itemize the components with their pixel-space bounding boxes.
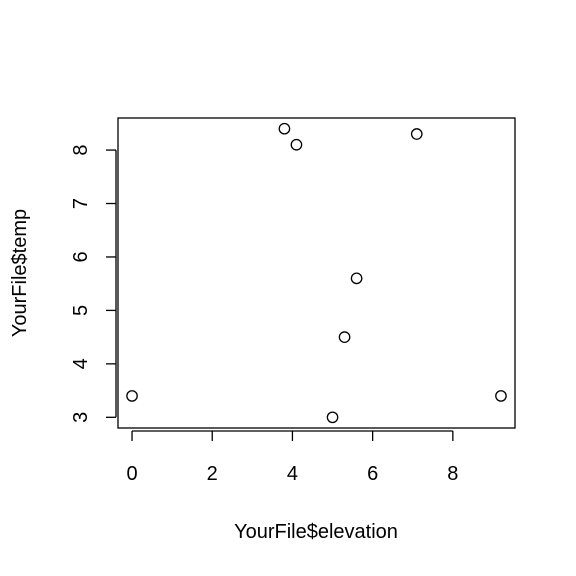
data-point (410, 128, 423, 140)
data-points (126, 122, 507, 424)
y-tick-label: 6 (70, 251, 92, 262)
data-point (326, 411, 339, 424)
data-point (126, 390, 138, 402)
x-tick-label: 0 (126, 463, 137, 485)
y-tick-label: 5 (70, 305, 92, 316)
y-tick-label: 4 (70, 358, 92, 369)
data-point (290, 138, 303, 151)
x-tick-label: 4 (287, 463, 298, 485)
y-tick-label: 7 (70, 198, 92, 209)
plot-frame (117, 117, 516, 429)
y-tick-label: 8 (70, 145, 92, 156)
x-tick-label: 8 (447, 463, 458, 485)
y-tick-label: 3 (70, 412, 92, 423)
x-axis-label: YourFile$elevation (234, 521, 398, 543)
data-point (495, 390, 507, 402)
y-axis: 3 4 5 6 7 8 (70, 145, 117, 423)
x-axis: 0 2 4 6 8 (126, 430, 458, 485)
data-point (278, 122, 291, 135)
y-axis-label: YourFile$temp (9, 209, 31, 337)
x-tick-label: 6 (367, 463, 378, 485)
data-point (350, 272, 363, 285)
data-point (338, 331, 351, 343)
x-tick-label: 2 (207, 463, 218, 485)
